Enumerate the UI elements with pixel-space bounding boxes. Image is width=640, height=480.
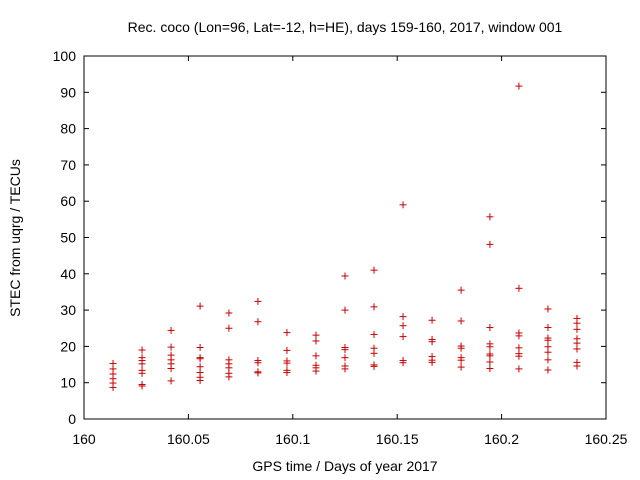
data-point	[341, 354, 349, 362]
x-tick-label: 160.05	[167, 431, 210, 447]
data-point	[370, 362, 378, 370]
data-point	[544, 305, 552, 313]
y-tick-label: 50	[60, 230, 76, 246]
data-point	[486, 352, 494, 360]
data-point	[196, 343, 204, 351]
data-point	[254, 369, 262, 377]
x-tick-labels: 160 160.05 160.1 160.15 160.2 160.25	[72, 431, 627, 447]
data-points	[109, 82, 581, 391]
data-point	[544, 336, 552, 344]
data-point	[312, 367, 320, 375]
y-tick-label: 90	[60, 84, 76, 100]
data-point	[573, 319, 581, 327]
data-point	[138, 360, 146, 368]
data-point	[196, 355, 204, 363]
data-point	[225, 324, 233, 332]
data-point	[283, 359, 291, 367]
data-point	[486, 213, 494, 221]
x-tick-label: 160.2	[484, 431, 519, 447]
data-point	[486, 365, 494, 373]
data-point	[515, 365, 523, 373]
data-point	[167, 365, 175, 373]
y-tick-labels: 0 10 20 30 40 50 60 70 80 90 100	[53, 48, 77, 427]
data-point	[312, 352, 320, 360]
data-point	[573, 325, 581, 333]
y-tick-label: 70	[60, 157, 76, 173]
y-tick-label: 100	[53, 48, 77, 64]
data-point	[370, 349, 378, 357]
y-axis-label: STEC from uqrg / TECUs	[7, 159, 23, 317]
data-point	[544, 324, 552, 332]
data-point	[283, 346, 291, 354]
data-point	[370, 330, 378, 338]
x-tick-label: 160.1	[275, 431, 310, 447]
data-point	[399, 201, 407, 209]
y-tick-label: 40	[60, 266, 76, 282]
data-point	[225, 373, 233, 381]
data-point	[544, 366, 552, 374]
data-point	[254, 359, 262, 367]
data-point	[457, 344, 465, 352]
data-point	[254, 297, 262, 305]
data-point	[515, 82, 523, 90]
data-point	[138, 382, 146, 390]
data-point	[225, 309, 233, 317]
data-point	[399, 313, 407, 321]
data-point	[428, 316, 436, 324]
data-point	[254, 318, 262, 326]
data-point	[544, 356, 552, 364]
data-point	[573, 362, 581, 370]
data-point	[428, 358, 436, 366]
data-point	[196, 302, 204, 310]
data-point	[486, 240, 494, 248]
data-point	[457, 363, 465, 371]
x-tick-label: 160.25	[585, 431, 628, 447]
data-point	[138, 369, 146, 377]
chart-title: Rec. coco (Lon=96, Lat=-12, h=HE), days …	[128, 19, 563, 35]
data-point	[312, 337, 320, 345]
data-point	[341, 306, 349, 314]
data-point	[457, 317, 465, 325]
x-axis-label: GPS time / Days of year 2017	[252, 458, 437, 474]
data-point	[457, 356, 465, 364]
x-tick-label: 160.15	[376, 431, 419, 447]
data-point	[486, 343, 494, 351]
axis-ticks	[83, 55, 607, 420]
y-tick-label: 80	[60, 121, 76, 137]
data-point	[283, 369, 291, 377]
y-tick-label: 30	[60, 302, 76, 318]
data-point	[399, 333, 407, 341]
data-point	[486, 324, 494, 332]
data-point	[515, 284, 523, 292]
data-point	[167, 377, 175, 385]
y-tick-label: 20	[60, 338, 76, 354]
data-point	[399, 322, 407, 330]
x-tick-label: 160	[72, 431, 96, 447]
y-tick-label: 60	[60, 193, 76, 209]
data-point	[196, 377, 204, 385]
y-tick-label: 0	[68, 411, 76, 427]
data-point	[138, 346, 146, 354]
data-point	[399, 359, 407, 367]
data-point	[283, 329, 291, 337]
data-point	[341, 346, 349, 354]
data-point	[457, 286, 465, 294]
data-point	[370, 266, 378, 274]
data-point	[341, 365, 349, 373]
data-point	[341, 272, 349, 280]
data-point	[167, 326, 175, 334]
data-point	[428, 338, 436, 346]
data-point	[486, 358, 494, 366]
data-point	[167, 343, 175, 351]
data-point	[573, 345, 581, 353]
data-point	[515, 332, 523, 340]
data-point	[544, 348, 552, 356]
y-tick-label: 10	[60, 375, 76, 391]
data-point	[109, 383, 117, 391]
data-point	[370, 303, 378, 311]
data-point	[515, 352, 523, 360]
